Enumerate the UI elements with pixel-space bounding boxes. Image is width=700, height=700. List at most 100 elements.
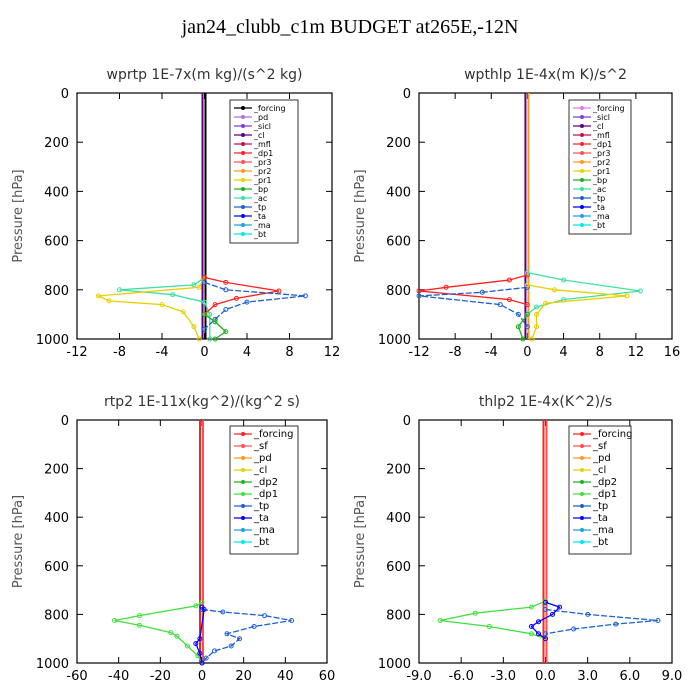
y-tick-label: 800 [44, 284, 69, 299]
chart-panel-4: thlp2 1E-4x(K^2)/s Pressure [hPa] 0 200 400 6… [353, 394, 682, 684]
legend-marker [580, 516, 584, 520]
legend-entry: _ma [592, 525, 614, 536]
legend-marker [580, 480, 584, 484]
chart-panel-1: wprtp 1E-7x(m kg)/(s^2 kg) Pressure [hPa]… [11, 67, 340, 360]
series-point [220, 609, 226, 615]
legend-marker [580, 142, 584, 146]
legend-marker [241, 444, 245, 448]
series-line-ta [530, 601, 561, 640]
legend-marker [580, 468, 584, 472]
x-tick-label: 3.0 [577, 669, 598, 684]
legend-entry: _tp [253, 501, 269, 512]
series-point [506, 297, 512, 303]
legend-marker [241, 178, 245, 182]
series-point [262, 613, 267, 619]
legend-entry: _tp [592, 501, 608, 512]
y-tick-label: 0 [403, 414, 411, 429]
legend-marker [580, 528, 584, 532]
series-point [184, 643, 190, 649]
series-point [212, 302, 218, 308]
y-axis-label: Pressure [hPa] [11, 169, 26, 262]
series-point [233, 295, 239, 301]
series-point [528, 604, 534, 610]
legend-marker [241, 223, 245, 227]
y-tick-label: 1000 [378, 333, 411, 348]
x-tick-label: 6.0 [619, 669, 640, 684]
x-tick-label: 0 [200, 345, 208, 360]
legend-marker [580, 492, 584, 496]
series-point [571, 626, 577, 632]
series-point [536, 631, 541, 637]
legend-marker [580, 124, 584, 128]
legend-marker [580, 151, 584, 155]
series-line-tp [418, 286, 528, 328]
y-tick-label: 0 [61, 87, 69, 102]
legend-marker [580, 214, 584, 218]
y-tick-label: 200 [386, 136, 411, 151]
legend-marker [580, 456, 584, 460]
x-tick-label: 8 [285, 345, 293, 360]
x-tick-label: -8 [113, 345, 126, 360]
x-tick-label: 16 [664, 345, 681, 360]
series-point [557, 604, 563, 610]
series-point [199, 660, 205, 666]
series-point [117, 287, 122, 293]
legend-entry: _bt [592, 537, 608, 548]
legend-entry: _ma [592, 212, 610, 221]
series-point [543, 636, 548, 642]
legend-marker [241, 456, 245, 460]
legend-entry: _ta [592, 203, 605, 212]
legend-entry: _tp [253, 203, 266, 212]
series-point [168, 630, 174, 636]
series-point [416, 293, 422, 299]
legend-entry: _ta [253, 212, 266, 221]
series-point [534, 304, 539, 310]
legend-entry: _dp1 [253, 489, 278, 500]
legend-entry: _ac [253, 194, 267, 203]
series-point [524, 311, 530, 317]
x-tick-label: -12 [66, 345, 87, 360]
legend-entry: _forcing [592, 429, 633, 440]
legend-marker [580, 504, 584, 508]
legend-entry: _dp2 [253, 477, 278, 488]
series-line-dp1 [114, 601, 203, 664]
series-point [550, 611, 555, 617]
legend-entry: _sicl [253, 122, 271, 131]
series-line-dp1 [204, 276, 280, 315]
legend-entry: _pr3 [592, 149, 610, 158]
x-tick-label: -6.0 [448, 669, 473, 684]
legend-entry: _forcing [253, 429, 294, 440]
legend-marker [241, 133, 245, 137]
x-tick-label: 12 [324, 345, 341, 360]
series-point [655, 618, 661, 623]
legend-entry: _ta [592, 513, 608, 524]
series-point [191, 324, 197, 330]
series-point [479, 289, 485, 295]
legend-marker [580, 106, 584, 110]
series-point [223, 279, 229, 285]
y-tick-label: 400 [44, 185, 69, 200]
series-point [196, 284, 202, 290]
legend-entry: _pr2 [592, 158, 610, 167]
legend-entry: _sf [592, 441, 607, 452]
legend-entry: _dp1 [253, 149, 273, 158]
legend-entry: _dp2 [592, 477, 617, 488]
series-point [497, 302, 503, 308]
series-point [506, 277, 512, 283]
x-tick-label: 0 [198, 669, 206, 684]
series-point [223, 287, 229, 293]
series-point [193, 603, 199, 609]
series-point [202, 279, 207, 285]
series-line-tp [201, 608, 292, 664]
series-point [472, 610, 478, 616]
x-tick-label: 4 [243, 345, 251, 360]
legend-entry: _dp1 [592, 489, 617, 500]
y-tick-label: 0 [403, 87, 411, 102]
series-point [202, 275, 207, 280]
legend-marker [580, 444, 584, 448]
series-point [193, 641, 199, 647]
y-tick-label: 600 [386, 235, 411, 250]
x-tick-label: -4 [156, 345, 169, 360]
legend-entry: _sicl [592, 113, 610, 122]
